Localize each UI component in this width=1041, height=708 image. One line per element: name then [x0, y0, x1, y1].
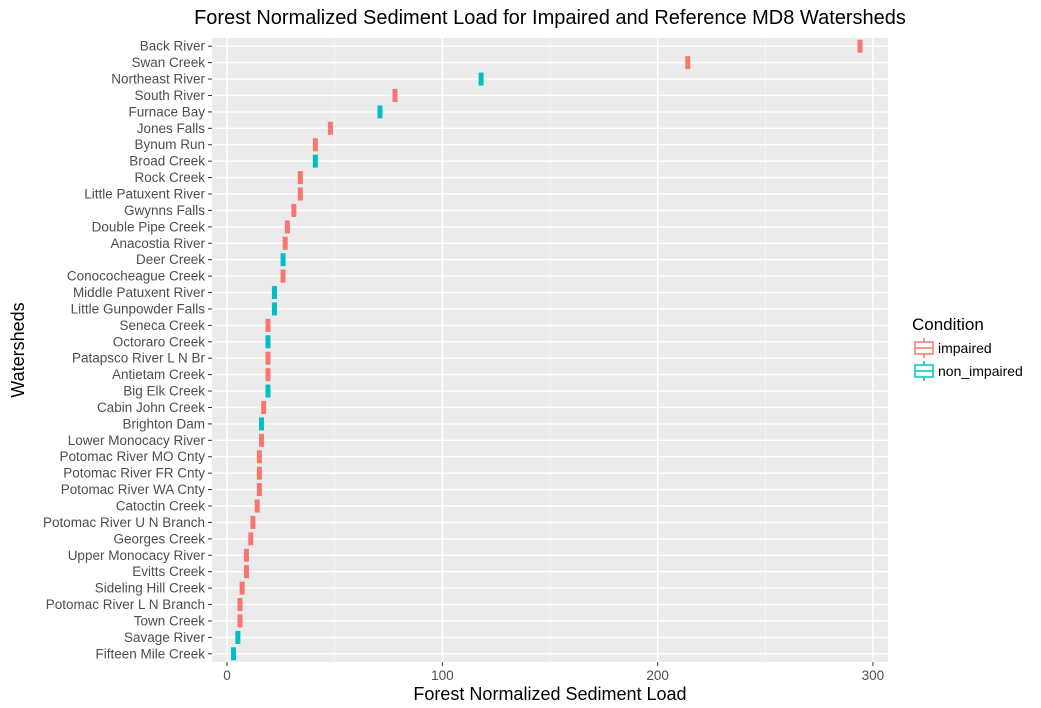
box-impaired	[261, 400, 267, 414]
y-tick-label: Gwynns Falls	[124, 203, 205, 218]
box-impaired	[254, 499, 260, 513]
y-tick-label: Catoctin Creek	[116, 499, 206, 514]
y-tick-label: Evitts Creek	[132, 564, 205, 579]
box-impaired	[256, 466, 262, 480]
box-non_impaired	[259, 417, 265, 431]
y-tick-label: Back River	[140, 39, 206, 54]
box-impaired	[243, 548, 249, 562]
y-tick-label: Potomac River MO Cnty	[59, 449, 205, 464]
box-non_impaired	[231, 647, 237, 661]
box-impaired	[265, 368, 271, 382]
y-tick-label: Savage River	[124, 630, 206, 645]
y-tick-label: Patapsco River L N Br	[72, 351, 206, 366]
box-non_impaired	[312, 154, 318, 168]
y-tick-label: Little Patuxent River	[84, 187, 205, 202]
y-tick-label: Octoraro Creek	[113, 334, 206, 349]
box-impaired	[284, 220, 290, 234]
y-tick-label: Seneca Creek	[119, 318, 205, 333]
x-tick-label: 300	[862, 668, 885, 683]
box-impaired	[256, 450, 262, 464]
y-tick-label: Potomac River WA Cnty	[61, 482, 206, 497]
box-non_impaired	[265, 384, 271, 398]
legend-entry-non_impaired: non_impaired	[914, 361, 1023, 381]
x-axis-title: Forest Normalized Sediment Load	[413, 684, 686, 704]
legend: Condition impaired non_impaired	[912, 315, 1023, 381]
box-impaired	[297, 171, 303, 185]
y-tick-label: Brighton Dam	[122, 416, 205, 431]
y-tick-label: Conococheague Creek	[67, 269, 205, 284]
box-impaired	[248, 532, 254, 546]
box-impaired	[265, 351, 271, 365]
box-impaired	[685, 56, 691, 70]
box-impaired	[857, 39, 863, 53]
y-axis-title: Watersheds	[8, 302, 28, 397]
legend-entries: impaired non_impaired	[914, 338, 1023, 381]
box-impaired	[291, 203, 297, 217]
x-tick-label: 100	[431, 668, 454, 683]
y-tick-label: Jones Falls	[137, 121, 206, 136]
y-tick-label: South River	[134, 88, 205, 103]
box-impaired	[297, 187, 303, 201]
y-tick-label: Bynum Run	[134, 137, 205, 152]
box-non_impaired	[265, 335, 271, 349]
legend-entry-impaired: impaired	[914, 338, 992, 358]
box-non_impaired	[478, 72, 484, 86]
box-impaired	[282, 236, 288, 250]
y-tick-label: Georges Creek	[113, 531, 205, 546]
x-axis-ticks: 0 100 200 300	[223, 662, 884, 683]
box-impaired	[243, 565, 249, 579]
box-non_impaired	[377, 105, 383, 119]
legend-title: Condition	[912, 315, 984, 334]
y-tick-label: Antietam Creek	[112, 367, 205, 382]
box-impaired	[265, 318, 271, 332]
grid-major	[212, 38, 888, 662]
legend-label: non_impaired	[938, 363, 1023, 379]
y-tick-label: Broad Creek	[129, 154, 205, 169]
box-impaired	[250, 515, 256, 529]
y-tick-label: Potomac River FR Cnty	[63, 466, 205, 481]
box-impaired	[239, 581, 245, 595]
box-non_impaired	[271, 302, 277, 316]
box-impaired	[280, 269, 286, 283]
y-tick-label: Big Elk Creek	[123, 384, 205, 399]
box-impaired	[392, 88, 398, 102]
y-tick-label: Rock Creek	[134, 170, 205, 185]
y-tick-label: Little Gunpowder Falls	[71, 301, 206, 316]
box-impaired	[327, 121, 333, 135]
y-tick-label: Double Pipe Creek	[92, 219, 206, 234]
y-tick-label: Lower Monocacy River	[68, 433, 206, 448]
data-boxes	[231, 39, 863, 661]
box-impaired	[237, 614, 243, 628]
box-impaired	[256, 483, 262, 497]
y-tick-label: Deer Creek	[136, 252, 205, 267]
y-tick-label: Town Creek	[134, 613, 206, 628]
x-tick-label: 0	[223, 668, 231, 683]
grid-minor	[334, 38, 766, 662]
y-tick-label: Upper Monocacy River	[68, 548, 206, 563]
y-tick-label: Sideling Hill Creek	[95, 581, 206, 596]
box-non_impaired	[280, 253, 286, 267]
box-impaired	[259, 433, 265, 447]
y-tick-label: Potomac River L N Branch	[46, 597, 205, 612]
y-tick-label: Fifteen Mile Creek	[95, 646, 205, 661]
box-impaired	[237, 598, 243, 612]
box-impaired	[312, 138, 318, 152]
y-tick-label: Furnace Bay	[128, 104, 205, 119]
legend-label: impaired	[938, 340, 992, 356]
x-tick-label: 200	[646, 668, 669, 683]
y-tick-label: Middle Patuxent River	[73, 285, 206, 300]
box-non_impaired	[235, 630, 241, 644]
y-tick-label: Swan Creek	[131, 55, 205, 70]
y-tick-label: Anacostia River	[110, 236, 205, 251]
y-tick-label: Northeast River	[111, 72, 205, 87]
y-tick-label: Cabin John Creek	[97, 400, 205, 415]
chart-title: Forest Normalized Sediment Load for Impa…	[194, 7, 906, 29]
box-non_impaired	[271, 286, 277, 300]
y-tick-label: Potomac River U N Branch	[43, 515, 205, 530]
